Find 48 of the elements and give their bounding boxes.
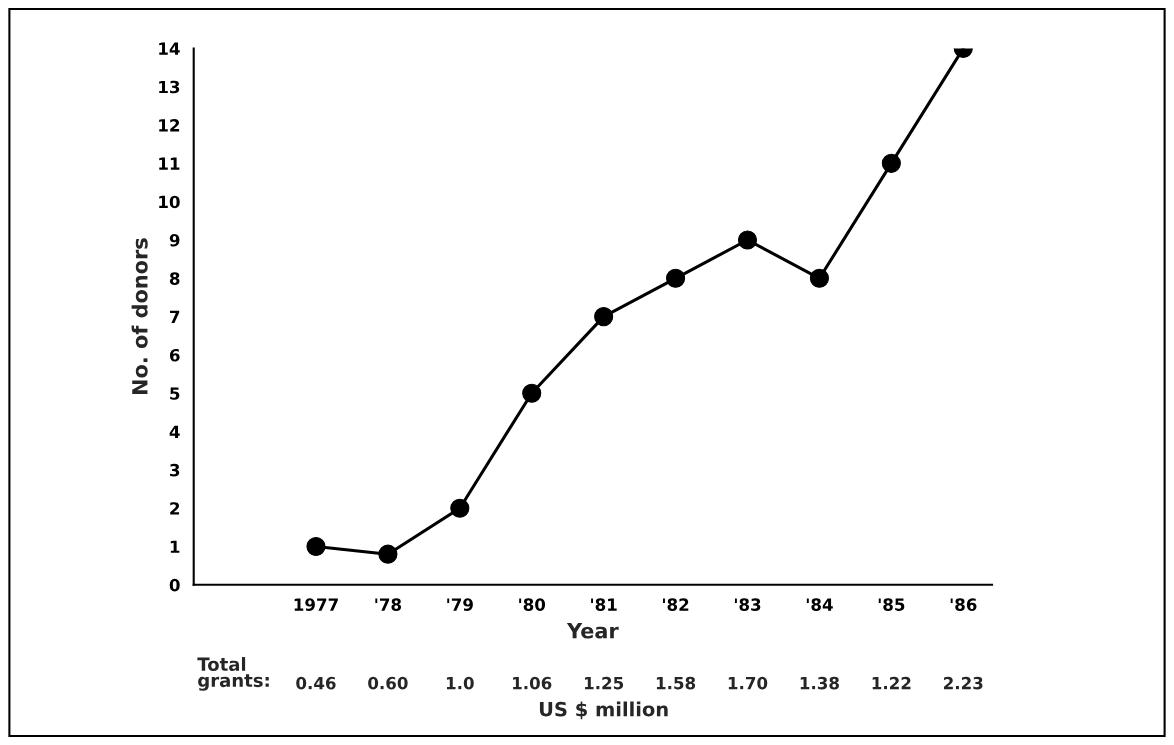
y-tick-label: 2 <box>170 502 180 515</box>
y-axis-title: No. of donors <box>131 238 148 394</box>
y-tick-label: 1 <box>170 540 180 553</box>
point <box>450 498 470 518</box>
text: 1.70 <box>728 676 768 690</box>
x-tick-label: '86 <box>950 598 977 611</box>
text: 1.25 <box>584 676 624 690</box>
point <box>666 268 686 288</box>
y-tick-label: 10 <box>159 195 180 209</box>
x-tick-label: '83 <box>734 598 761 611</box>
y-tick-label: 13 <box>159 80 180 94</box>
text: 0.46 <box>296 676 336 690</box>
point <box>737 230 758 250</box>
y-tick-label: 8 <box>169 272 180 285</box>
y-tick-label: 7 <box>170 310 180 323</box>
x-tick-label: '80 <box>519 598 546 611</box>
x-tick-label: 1977 <box>294 598 338 611</box>
y-tick-label: 6 <box>169 348 180 362</box>
point <box>522 383 542 403</box>
point <box>306 536 326 557</box>
y-tick-label: 9 <box>169 233 180 247</box>
text: 0.60 <box>368 676 408 690</box>
y-tick-label: 5 <box>170 387 180 400</box>
text: 1.06 <box>513 676 552 690</box>
y-tick-label: 14 <box>159 42 180 55</box>
x-tick-label: '84 <box>806 598 833 611</box>
text: 1.0 <box>446 676 474 690</box>
y-tick-label: 0 <box>169 578 180 592</box>
point <box>378 544 398 564</box>
x-tick-label: '79 <box>447 598 473 611</box>
x-tick-label: '78 <box>375 598 402 611</box>
y-tick-label: 12 <box>159 119 180 132</box>
y-tick-label: 11 <box>159 157 180 170</box>
text: 1.22 <box>872 676 911 690</box>
text: Total grants: <box>197 657 269 691</box>
x-axis-title: Year <box>566 623 619 639</box>
text: US $ million <box>539 701 668 720</box>
x-tick-label: '82 <box>663 598 689 611</box>
x-tick-label: '81 <box>591 598 617 611</box>
x-tick-label: '85 <box>878 598 905 611</box>
y-tick-label: 4 <box>169 425 180 438</box>
y-tick-label: 3 <box>170 463 180 477</box>
text: 1.58 <box>656 676 696 690</box>
point <box>881 153 901 173</box>
point <box>809 268 829 288</box>
text: 2.23 <box>944 676 983 690</box>
text: 1.38 <box>800 676 839 690</box>
point <box>594 307 614 327</box>
